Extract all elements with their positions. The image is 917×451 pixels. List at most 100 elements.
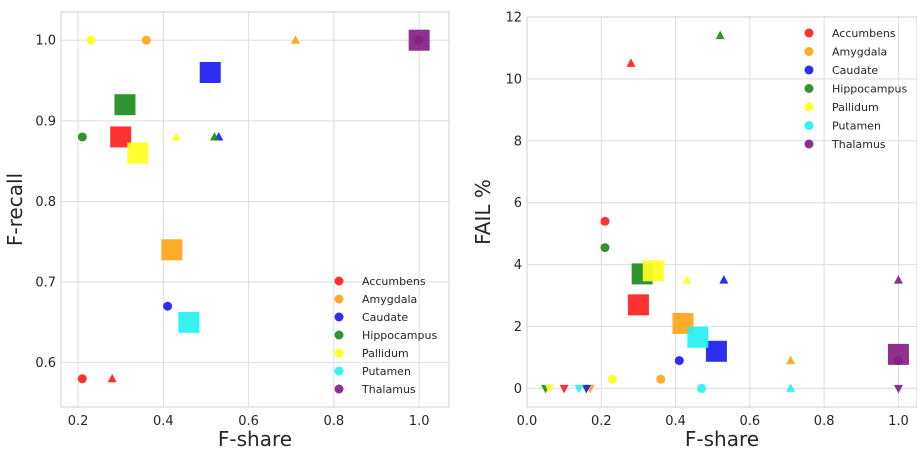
- legend-label-putamen: Putamen: [832, 120, 881, 133]
- legend-label-pallidum: Pallidum: [362, 347, 409, 360]
- x-tick-label: 0.2: [591, 414, 612, 429]
- point-hippocampus-circle: [600, 243, 610, 253]
- legend-label-caudate: Caudate: [832, 64, 878, 77]
- point-caudate-circle: [674, 356, 684, 366]
- legend-marker-accumbens: [334, 276, 344, 286]
- point-thalamus-triangle-up: [893, 275, 903, 284]
- point-putamen-triangle-up: [786, 383, 796, 392]
- plot-frame: [60, 11, 450, 408]
- point-thalamus-triangle-down: [893, 384, 903, 394]
- x-tick-label: 0.8: [324, 414, 345, 429]
- point-pallidum-square: [127, 142, 149, 164]
- legend-label-putamen: Putamen: [362, 365, 411, 378]
- legend-label-hippocampus: Hippocampus: [362, 329, 437, 342]
- point-pallidum-square: [642, 260, 664, 282]
- y-tick-label: 1.0: [35, 34, 56, 49]
- point-hippocampus-circle: [77, 132, 87, 142]
- point-caudate-triangle-down: [581, 384, 591, 394]
- legend-label-amygdala: Amygdala: [362, 293, 417, 306]
- point-amygdala-circle: [141, 35, 151, 45]
- point-thalamus-circle: [414, 35, 424, 45]
- y-tick-label: 0.8: [35, 195, 56, 210]
- chart-f-recall-vs-f-share: 0.2 0.4 0.6 0.8 1.0 0.6 0.7 0.8 0.9 1.0 F-share F-r…: [3, 11, 450, 451]
- point-accumbens-circle: [77, 374, 87, 384]
- y-tick-label: 8: [514, 134, 522, 149]
- grid-lines: [61, 12, 449, 407]
- legend-marker-thalamus: [804, 139, 814, 149]
- y-axis-label: F-recall: [3, 173, 27, 246]
- y-tick-label: 0.6: [35, 356, 56, 371]
- legend-marker-pallidum: [804, 102, 814, 112]
- point-accumbens-triangle-up: [626, 58, 636, 67]
- point-thalamus-square: [887, 343, 909, 365]
- point-caudate-square: [199, 61, 221, 83]
- point-pallidum-triangle-down: [544, 384, 554, 394]
- point-pallidum-triangle-up: [682, 275, 692, 284]
- point-accumbens-square: [627, 294, 649, 316]
- point-hippocampus-square: [114, 94, 136, 116]
- legend-label-amygdala: Amygdala: [832, 46, 887, 59]
- point-amygdala-circle: [656, 374, 666, 384]
- legend-label-thalamus: Thalamus: [361, 383, 416, 396]
- y-tick-label: 2: [514, 320, 522, 335]
- x-tick-label: 0.4: [665, 414, 686, 429]
- legend-marker-accumbens: [804, 28, 814, 38]
- point-accumbens-triangle-up: [107, 373, 117, 383]
- x-tick-label: 1.0: [888, 414, 909, 429]
- legend-marker-hippocampus: [334, 330, 344, 340]
- y-tick-label: 10: [505, 72, 522, 87]
- legend-marker-pallidum: [334, 348, 344, 358]
- legend-label-caudate: Caudate: [362, 311, 408, 324]
- point-accumbens-triangle-down: [559, 384, 569, 394]
- x-axis-label: F-share: [685, 427, 759, 451]
- legend-marker-putamen: [334, 366, 344, 376]
- x-tick-label: 1.0: [409, 414, 430, 429]
- legend: Accumbens Amygdala Caudate Hippocampus Palli…: [334, 275, 437, 396]
- legend-label-pallidum: Pallidum: [832, 101, 879, 114]
- legend-marker-caudate: [804, 65, 814, 75]
- x-tick-label: 0.6: [740, 414, 761, 429]
- y-tick-label: 12: [505, 11, 522, 26]
- legend-marker-amygdala: [804, 47, 814, 56]
- chart-fail-pct-vs-f-share: 0.0 0.2 0.4 0.6 0.8 1.0 0 2 4 6 8 10 12 F-share FAIL %…: [471, 11, 917, 451]
- x-tick-label: 0.2: [68, 414, 89, 429]
- y-axis-label: FAIL %: [471, 179, 495, 245]
- data-points: [77, 29, 430, 384]
- legend-marker-putamen: [804, 121, 814, 130]
- point-caudate-circle: [163, 301, 173, 311]
- x-tick-label: 0.8: [814, 414, 835, 429]
- x-tick-label: 0.6: [238, 414, 259, 429]
- point-putamen-square: [687, 326, 709, 348]
- point-putamen-triangle-down: [574, 384, 584, 394]
- y-tick-label: 0: [514, 382, 522, 397]
- y-tick-label: 0.7: [35, 276, 56, 291]
- legend-label-accumbens: Accumbens: [832, 27, 896, 40]
- x-tick-label: 0.4: [153, 414, 174, 429]
- legend-marker-caudate: [334, 312, 344, 322]
- point-caudate-triangle-up: [719, 275, 729, 284]
- legend-marker-amygdala: [334, 294, 344, 304]
- point-pallidum-triangle-up: [171, 131, 181, 141]
- point-hippocampus-triangle-up: [209, 131, 219, 141]
- point-amygdala-triangle-up: [291, 35, 301, 44]
- point-thalamus-circle: [893, 356, 903, 366]
- y-tick-label: 4: [514, 258, 522, 273]
- plot-frame: [526, 16, 917, 408]
- point-pallidum-circle: [607, 374, 617, 384]
- legend: Accumbens Amygdala Caudate Hippocampus Palli…: [804, 27, 907, 151]
- point-amygdala-square: [161, 239, 183, 261]
- point-accumbens-square: [110, 126, 132, 148]
- point-caudate-square: [705, 340, 727, 362]
- y-tick-label: 0.9: [35, 114, 56, 129]
- legend-marker-thalamus: [334, 384, 344, 394]
- point-accumbens-circle: [600, 216, 610, 226]
- data-points: [541, 30, 909, 394]
- point-pallidum-circle: [86, 35, 96, 45]
- point-hippocampus-triangle-up: [715, 30, 725, 40]
- legend-label-thalamus: Thalamus: [831, 138, 886, 151]
- point-putamen-circle: [697, 383, 707, 393]
- point-amygdala-triangle-up: [786, 355, 796, 365]
- y-tick-label: 6: [514, 196, 522, 211]
- x-tick-label: 0.0: [517, 414, 538, 429]
